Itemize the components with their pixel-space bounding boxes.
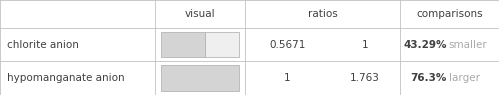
Text: chlorite anion: chlorite anion: [7, 40, 79, 49]
Text: 1: 1: [284, 73, 291, 83]
Text: 0.5671: 0.5671: [269, 40, 306, 49]
Text: visual: visual: [185, 9, 215, 19]
Text: 43.29%: 43.29%: [404, 40, 447, 49]
Text: 1: 1: [362, 40, 368, 49]
Text: larger: larger: [449, 73, 480, 83]
Text: smaller: smaller: [449, 40, 487, 49]
Bar: [161, 32, 205, 57]
Text: comparisons: comparisons: [416, 9, 483, 19]
Bar: [205, 32, 239, 57]
Text: hypomanganate anion: hypomanganate anion: [7, 73, 125, 83]
Text: ratios: ratios: [307, 9, 337, 19]
Bar: [161, 65, 239, 91]
Text: 1.763: 1.763: [350, 73, 380, 83]
Text: 76.3%: 76.3%: [411, 73, 447, 83]
